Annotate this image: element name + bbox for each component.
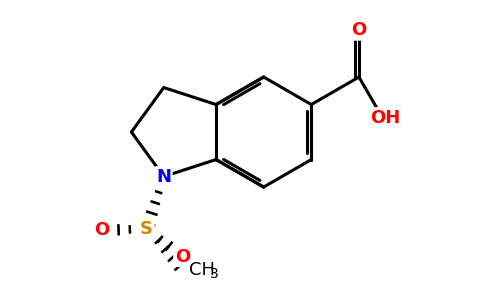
- Text: N: N: [156, 167, 171, 185]
- Text: CH: CH: [189, 261, 215, 279]
- Text: OH: OH: [370, 109, 400, 127]
- Text: 3: 3: [210, 267, 219, 281]
- Text: O: O: [351, 21, 366, 39]
- Text: S: S: [140, 220, 153, 238]
- Text: O: O: [175, 248, 190, 266]
- Text: O: O: [94, 221, 109, 239]
